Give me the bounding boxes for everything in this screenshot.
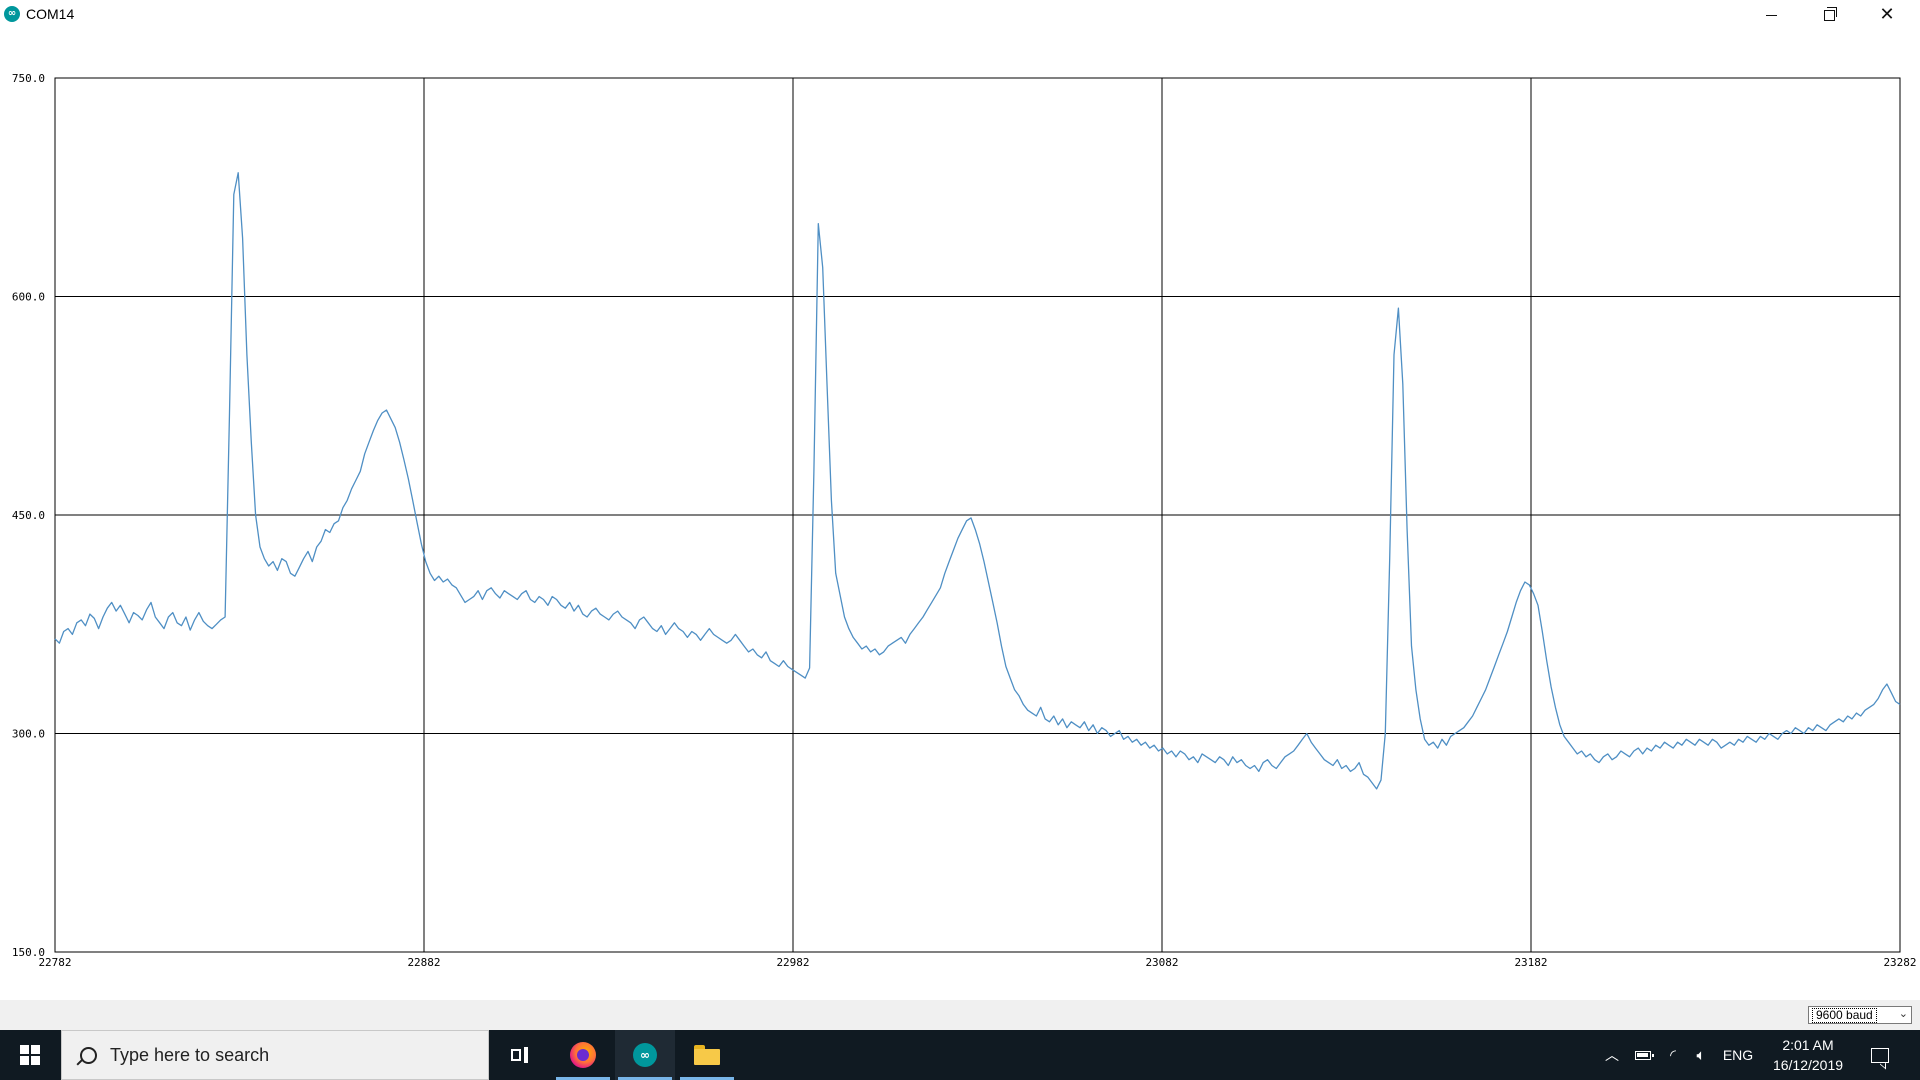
battery-status[interactable] <box>1632 1030 1654 1080</box>
running-indicator <box>556 1077 610 1080</box>
task-view-button[interactable] <box>490 1030 550 1080</box>
x-tick-label: 22982 <box>776 956 809 969</box>
window-titlebar: ∞ COM14 ✕ <box>0 0 1920 30</box>
wifi-icon: ◜ <box>1670 1047 1676 1064</box>
clock-time: 2:01 AM <box>1782 1037 1834 1053</box>
task-view-icon <box>511 1047 529 1063</box>
x-tick-label: 22882 <box>407 956 440 969</box>
series-line <box>54 172 1901 790</box>
maximize-button[interactable] <box>1800 0 1858 30</box>
x-tick-label: 23282 <box>1883 956 1916 969</box>
close-button[interactable]: ✕ <box>1858 0 1916 30</box>
x-tick-label: 22782 <box>38 956 71 969</box>
y-tick-label: 300.0 <box>12 728 45 741</box>
chevron-up-icon: ︿ <box>1605 1047 1619 1063</box>
file-explorer-icon <box>694 1045 720 1065</box>
start-button[interactable] <box>0 1030 60 1080</box>
input-language[interactable]: ENG <box>1722 1047 1754 1063</box>
running-indicator <box>680 1077 734 1080</box>
minimize-icon <box>1765 14 1777 16</box>
running-indicator <box>618 1077 672 1080</box>
show-hidden-icons-button[interactable]: ︿ <box>1602 1030 1622 1080</box>
arduino-icon: ∞ <box>633 1043 657 1067</box>
close-icon: ✕ <box>1879 4 1895 25</box>
taskbar-search-box[interactable]: Type here to search <box>61 1030 489 1080</box>
network-status[interactable]: ◜ <box>1662 1030 1684 1080</box>
windows-taskbar: Type here to search ∞ ︿ ◜ 🔈︎ ENG 2:01 AM… <box>0 1030 1920 1080</box>
taskbar-app-file-explorer[interactable] <box>677 1030 737 1080</box>
battery-icon <box>1635 1050 1654 1060</box>
notification-icon <box>1871 1047 1889 1063</box>
arduino-icon: ∞ <box>4 6 20 22</box>
y-tick-label: 450.0 <box>12 509 45 522</box>
plot-series <box>54 172 1901 790</box>
windows-logo-icon <box>20 1045 40 1065</box>
action-center-button[interactable] <box>1862 1030 1898 1080</box>
search-icon <box>80 1047 97 1064</box>
plot-grid <box>54 77 1901 953</box>
taskbar-clock[interactable]: 2:01 AM 16/12/2019 <box>1760 1030 1856 1080</box>
baud-rate-value: 9600 baud <box>1812 1007 1877 1023</box>
minimize-button[interactable] <box>1742 0 1800 30</box>
taskbar-app-firefox[interactable] <box>553 1030 613 1080</box>
x-tick-label: 23182 <box>1514 956 1547 969</box>
serial-plotter-chart: 22782 22882 22982 23082 23182 23282 750.0 600.0… <box>12 72 1917 969</box>
window-title: COM14 <box>26 6 75 22</box>
taskbar-app-arduino[interactable]: ∞ <box>615 1030 675 1080</box>
plot-axis-labels: 22782 22882 22982 23082 23182 23282 750.0 600.0… <box>12 72 1917 969</box>
chevron-down-icon: ⌄ <box>1898 1008 1908 1020</box>
y-tick-label: 150.0 <box>12 946 45 959</box>
baud-rate-select[interactable]: 9600 baud ⌄ <box>1808 1006 1912 1024</box>
volume-control[interactable]: 🔈︎ <box>1690 1030 1712 1080</box>
x-tick-label: 23082 <box>1145 956 1178 969</box>
clock-date: 16/12/2019 <box>1772 1057 1844 1073</box>
speaker-icon: 🔈︎ <box>1696 1046 1706 1064</box>
firefox-icon <box>570 1042 596 1068</box>
y-tick-label: 750.0 <box>12 72 45 85</box>
restore-icon <box>1823 6 1837 21</box>
y-tick-label: 600.0 <box>12 291 45 304</box>
plotter-control-strip <box>0 1000 1920 1030</box>
search-placeholder: Type here to search <box>110 1045 270 1065</box>
